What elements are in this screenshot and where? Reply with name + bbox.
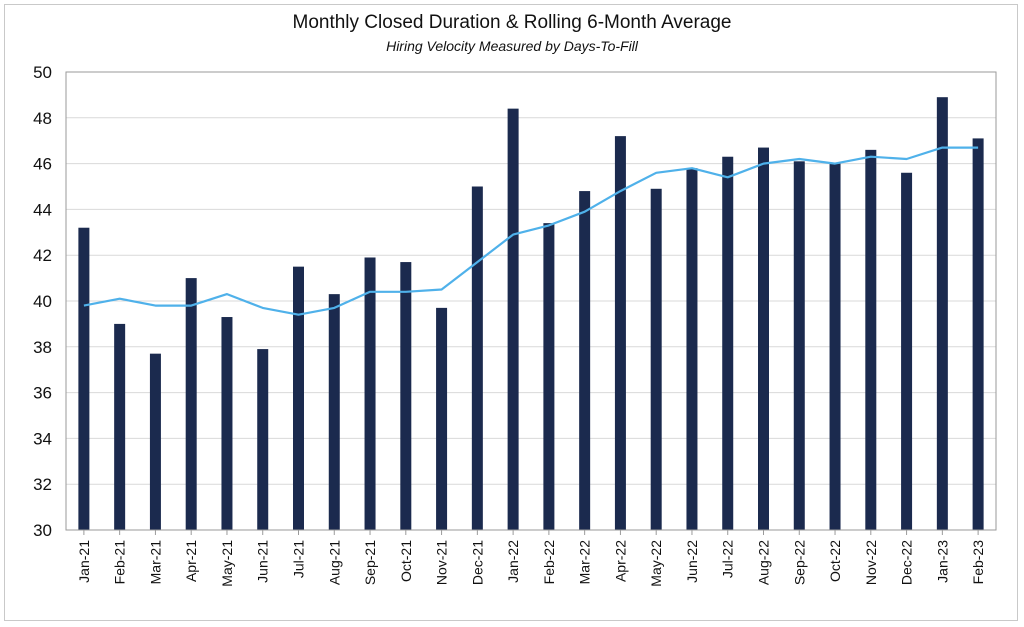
bar bbox=[614, 136, 626, 530]
bar bbox=[436, 307, 448, 530]
x-tick-label: Feb-22 bbox=[541, 540, 557, 585]
bar bbox=[257, 349, 269, 530]
x-tick-label: Feb-21 bbox=[112, 540, 128, 585]
x-tick-label: Mar-22 bbox=[577, 540, 593, 585]
y-tick-label: 44 bbox=[33, 200, 52, 219]
x-tick-label: Nov-21 bbox=[434, 540, 450, 585]
y-tick-label: 46 bbox=[33, 155, 52, 174]
x-tick-label: Apr-22 bbox=[612, 540, 628, 582]
bar bbox=[471, 186, 483, 530]
y-tick-label: 38 bbox=[33, 338, 52, 357]
y-tick-label: 36 bbox=[33, 384, 52, 403]
bar bbox=[793, 161, 805, 530]
x-axis-ticks: Jan-21 Feb-21 Mar-21 Apr-21 May-21 Jun-21 Jul-… bbox=[76, 530, 986, 587]
x-tick-label: Apr-21 bbox=[183, 540, 199, 582]
y-tick-label: 32 bbox=[33, 475, 52, 494]
x-tick-label: Oct-22 bbox=[827, 540, 843, 582]
bar bbox=[650, 188, 662, 531]
x-tick-label: Oct-21 bbox=[398, 540, 414, 582]
bar bbox=[758, 147, 769, 530]
x-tick-label: Aug-22 bbox=[756, 540, 772, 585]
y-tick-label: 42 bbox=[33, 246, 52, 265]
bar bbox=[507, 108, 519, 530]
bar bbox=[936, 97, 948, 530]
chart-subtitle: Hiring Velocity Measured by Days-To-Fill bbox=[386, 38, 638, 54]
x-tick-label: Jan-22 bbox=[505, 540, 521, 583]
x-tick-label: Sep-21 bbox=[362, 540, 378, 585]
x-tick-label: Jun-21 bbox=[255, 540, 271, 583]
bar-series bbox=[78, 97, 984, 531]
x-tick-label: Mar-21 bbox=[147, 540, 163, 585]
x-tick-label: Nov-22 bbox=[863, 540, 879, 585]
x-tick-label: Sep-22 bbox=[791, 540, 807, 585]
bar bbox=[149, 353, 161, 530]
x-tick-label: Dec-22 bbox=[899, 540, 915, 585]
bar bbox=[543, 223, 555, 530]
line-series bbox=[83, 146, 979, 316]
y-tick-label: 40 bbox=[33, 292, 52, 311]
x-tick-label: Jun-22 bbox=[684, 540, 700, 583]
rolling-average-line bbox=[83, 146, 979, 316]
x-tick-label: Jul-22 bbox=[720, 540, 736, 578]
x-tick-label: Feb-23 bbox=[970, 540, 986, 585]
bar bbox=[185, 278, 197, 530]
bar bbox=[293, 266, 304, 530]
bar bbox=[722, 156, 734, 531]
bar bbox=[579, 191, 591, 530]
bar bbox=[865, 149, 877, 531]
bar bbox=[78, 227, 90, 530]
x-tick-label: May-21 bbox=[219, 540, 235, 587]
plot-area-border bbox=[65, 71, 997, 531]
x-tick-label: Jan-23 bbox=[934, 540, 950, 583]
bar bbox=[686, 168, 698, 530]
y-tick-label: 48 bbox=[33, 109, 52, 128]
bar bbox=[221, 317, 233, 530]
bar bbox=[364, 257, 376, 530]
x-tick-label: Aug-21 bbox=[326, 540, 342, 585]
x-tick-label: Jul-21 bbox=[291, 540, 307, 578]
y-tick-label: 34 bbox=[33, 429, 52, 448]
y-axis-ticks: 30 32 34 36 38 40 42 44 46 48 50 bbox=[33, 63, 52, 540]
x-tick-label: Dec-21 bbox=[469, 540, 485, 585]
y-tick-label: 30 bbox=[33, 521, 52, 540]
bar bbox=[328, 294, 340, 530]
y-tick-label: 50 bbox=[33, 63, 52, 82]
chart-title: Monthly Closed Duration & Rolling 6-Mont… bbox=[292, 12, 732, 33]
bar bbox=[901, 172, 913, 530]
bar bbox=[829, 163, 841, 530]
bar bbox=[972, 138, 984, 530]
bar bbox=[114, 323, 126, 530]
x-tick-label: Jan-21 bbox=[76, 540, 92, 583]
x-tick-label: May-22 bbox=[648, 540, 664, 587]
bar bbox=[400, 262, 412, 530]
